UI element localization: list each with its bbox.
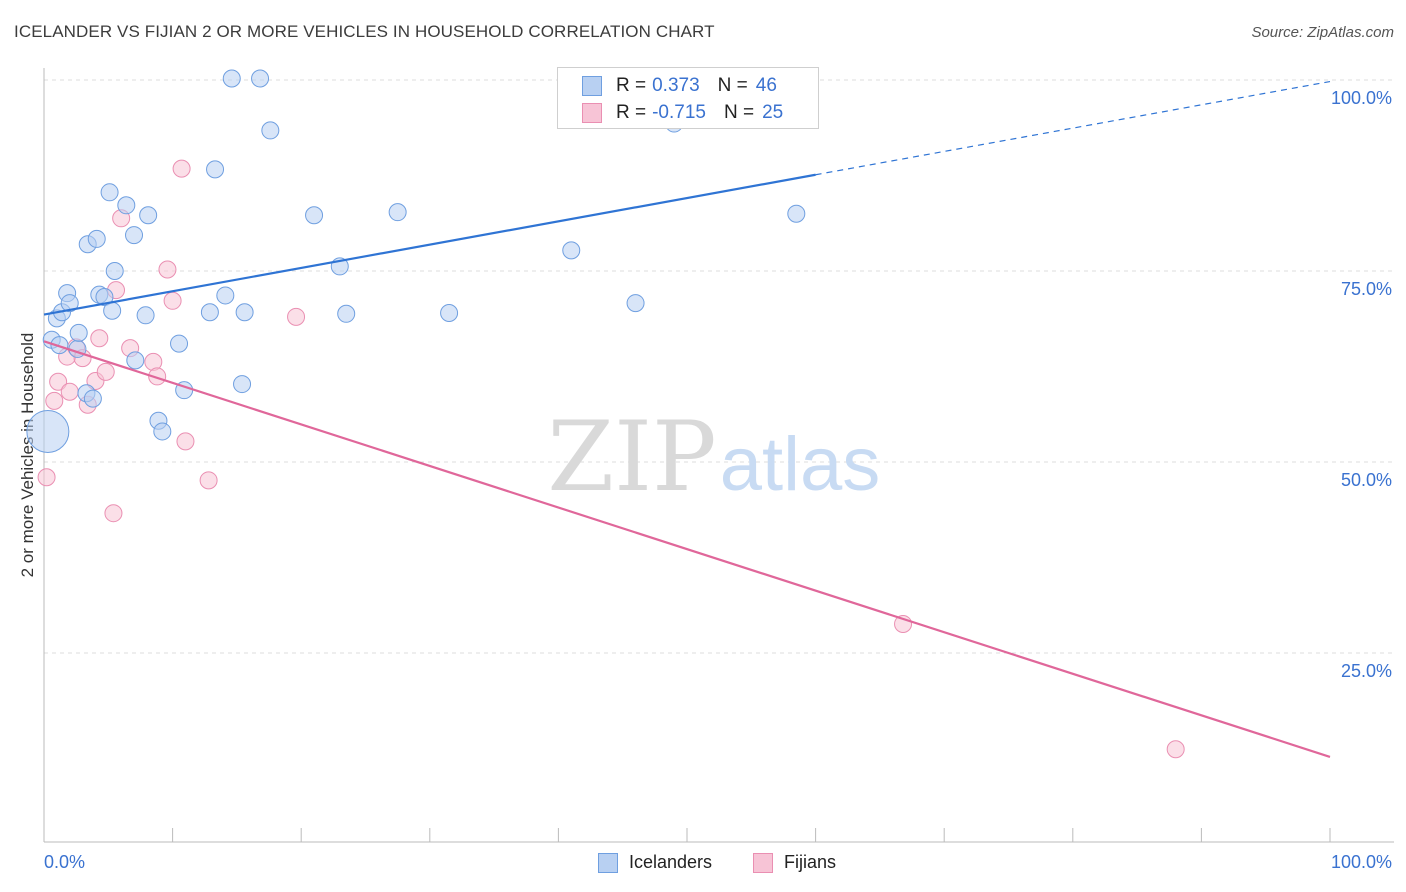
- legend-label: Icelanders: [629, 852, 713, 872]
- r-label: R =: [616, 75, 647, 96]
- icelander-point: [200, 303, 219, 322]
- legend-item-icelanders: Icelanders: [598, 852, 712, 873]
- icelander-trend-line: [43, 173, 816, 316]
- icelander-point: [26, 409, 70, 453]
- legend-row-icelanders: R = 0.373 N = 46: [582, 73, 777, 99]
- icelander-point: [206, 160, 225, 179]
- fijian-trend-line: [43, 340, 1331, 758]
- icelander-point: [69, 323, 88, 342]
- icelander-point: [50, 336, 69, 355]
- watermark-zip: ZIP: [547, 401, 716, 513]
- trend-lines: [43, 80, 1331, 758]
- x-tick-label-max: 100.0%: [1330, 852, 1392, 872]
- icelander-point: [125, 226, 144, 245]
- icelanders-swatch: [598, 852, 618, 873]
- icelander-point: [222, 69, 241, 88]
- icelander-point: [117, 196, 136, 215]
- icelander-point: [626, 294, 645, 313]
- fijian-point: [287, 307, 306, 326]
- icelander-point: [388, 203, 407, 222]
- y-tick-label-50: 50.0%: [1340, 470, 1392, 490]
- fijian-point: [45, 391, 64, 410]
- n-label: N =: [717, 75, 748, 96]
- x-tick-label-min: 0.0%: [44, 852, 86, 872]
- gridlines: [44, 79, 1394, 654]
- fijian-point: [96, 362, 115, 381]
- icelander-trend-extension: [815, 80, 1331, 176]
- chart-title: ICELANDER VS FIJIAN 2 OR MORE VEHICLES I…: [14, 22, 715, 41]
- n-value: 25: [762, 102, 784, 123]
- fijian-point: [172, 159, 191, 178]
- legend-row-fijians: R = -0.715 N = 25: [582, 100, 783, 126]
- fijian-point: [1166, 740, 1185, 759]
- legend-item-fijians: Fijians: [753, 852, 836, 873]
- icelander-points: [26, 69, 806, 453]
- icelander-point: [105, 262, 124, 280]
- icelander-point: [337, 304, 356, 323]
- icelander-point: [440, 304, 459, 323]
- icelander-point: [251, 69, 270, 88]
- n-value: 46: [755, 75, 777, 96]
- fijian-point: [60, 382, 79, 401]
- icelander-point: [233, 375, 252, 394]
- icelanders-swatch: [582, 76, 602, 96]
- icelander-point: [136, 306, 155, 325]
- r-value: -0.715: [652, 102, 706, 123]
- y-tick-label-100: 100.0%: [1330, 88, 1392, 108]
- icelander-point: [216, 286, 235, 305]
- icelander-point: [562, 241, 581, 260]
- series-legend: Icelanders Fijians: [0, 852, 1406, 878]
- icelander-point: [261, 121, 280, 140]
- icelander-point: [139, 206, 158, 225]
- icelander-point: [87, 229, 106, 248]
- icelander-point: [95, 287, 114, 306]
- fijian-point: [176, 432, 195, 451]
- fijian-point: [104, 504, 123, 523]
- icelander-point: [103, 301, 122, 320]
- icelander-point: [126, 351, 145, 370]
- legend-label: Fijians: [784, 852, 837, 872]
- fijian-point: [199, 471, 218, 490]
- y-tick-label-25: 25.0%: [1340, 661, 1392, 681]
- icelander-point: [787, 204, 806, 223]
- fijian-point: [158, 260, 177, 279]
- r-label: R =: [616, 102, 647, 123]
- source-label: Source: ZipAtlas.com: [1251, 24, 1394, 41]
- icelander-point: [83, 389, 102, 408]
- fijian-point: [148, 367, 167, 386]
- n-label: N =: [723, 102, 755, 123]
- fijian-point: [163, 291, 182, 310]
- watermark-atlas: atlas: [720, 422, 881, 507]
- fijian-point: [49, 372, 68, 391]
- axes: [43, 68, 1394, 843]
- fijian-point: [90, 329, 109, 348]
- icelander-point: [170, 334, 189, 353]
- icelander-point: [153, 422, 172, 441]
- fijians-swatch: [582, 103, 602, 123]
- icelander-point: [305, 206, 324, 225]
- watermark: ZIP atlas: [547, 401, 880, 513]
- r-value: 0.373: [652, 75, 700, 96]
- icelander-point: [235, 303, 254, 322]
- y-tick-label-75: 75.0%: [1340, 279, 1392, 299]
- correlation-legend: R = 0.373 N = 46 R = -0.715 N = 25: [557, 67, 819, 129]
- fijian-point: [37, 468, 56, 487]
- icelander-point: [60, 294, 79, 313]
- icelander-point: [100, 183, 119, 202]
- fijians-swatch: [753, 852, 773, 873]
